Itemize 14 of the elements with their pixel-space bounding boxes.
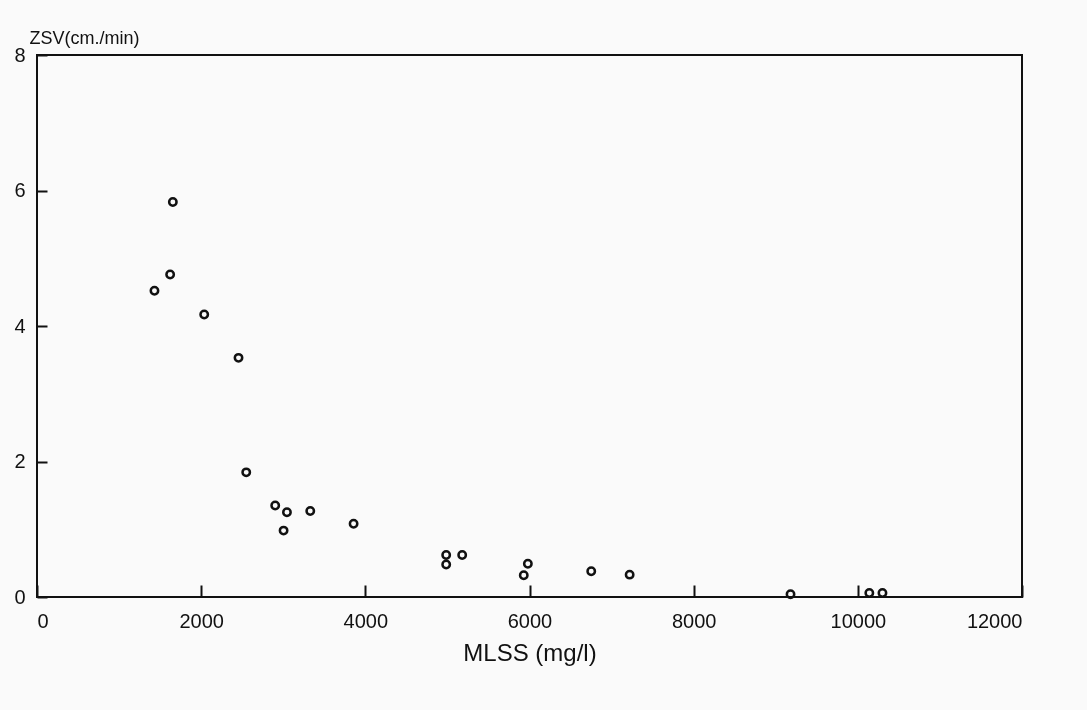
y-tick-label: 2 <box>14 450 26 472</box>
y-axis-title: ZSV(cm./min) <box>29 27 140 48</box>
x-axis-title: MLSS (mg/l) <box>463 638 597 666</box>
x-tick-label: 4000 <box>343 609 389 632</box>
x-tick-label: 8000 <box>671 609 717 632</box>
x-tick-label: 0 <box>37 609 49 632</box>
y-tick-label: 6 <box>14 179 26 201</box>
y-tick-label: 4 <box>14 314 26 337</box>
x-tick-label: 6000 <box>507 609 553 632</box>
y-tick-label: 8 <box>14 43 26 66</box>
y-tick-label: 0 <box>14 585 26 608</box>
x-tick-label: 10000 <box>830 609 887 632</box>
x-tick-label: 12000 <box>966 609 1023 632</box>
x-tick-label: 2000 <box>179 609 224 632</box>
